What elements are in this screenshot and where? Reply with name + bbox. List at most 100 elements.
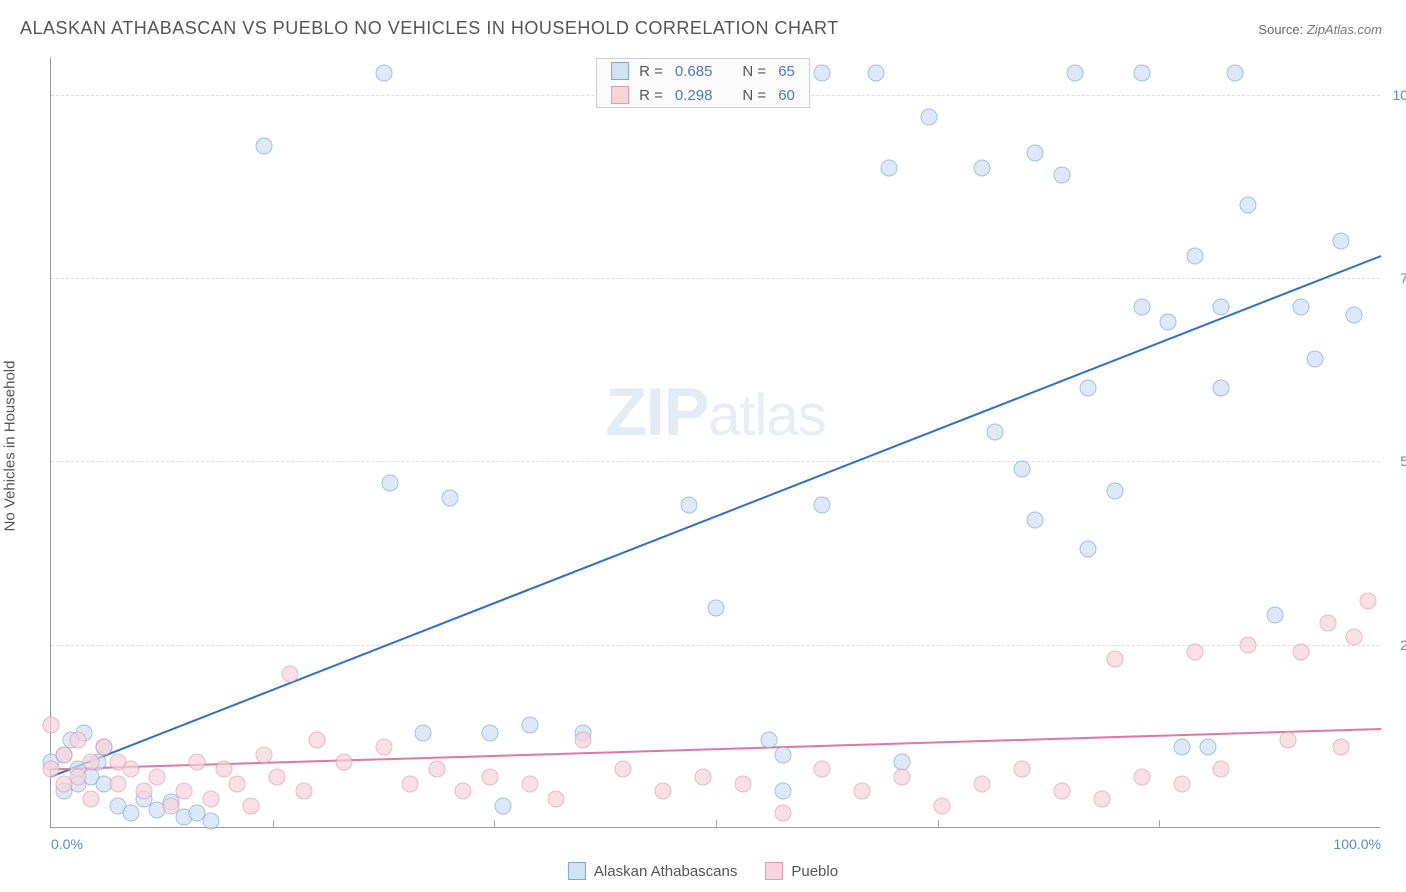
scatter-point — [1160, 314, 1177, 331]
scatter-point — [122, 805, 139, 822]
scatter-point — [1359, 592, 1376, 609]
scatter-point — [1293, 299, 1310, 316]
scatter-point — [1266, 607, 1283, 624]
scatter-point — [974, 776, 991, 793]
scatter-point — [575, 732, 592, 749]
chart-container: ALASKAN ATHABASCAN VS PUEBLO NO VEHICLES… — [0, 0, 1406, 892]
scatter-point — [1107, 482, 1124, 499]
scatter-point — [920, 108, 937, 125]
scatter-point — [614, 761, 631, 778]
scatter-point — [1067, 64, 1084, 81]
scatter-point — [481, 768, 498, 785]
scatter-point — [335, 754, 352, 771]
scatter-point — [1240, 636, 1257, 653]
y-tick-label: 75.0% — [1385, 270, 1406, 286]
scatter-point — [814, 497, 831, 514]
scatter-point — [415, 724, 432, 741]
scatter-point — [1226, 64, 1243, 81]
scatter-point — [282, 666, 299, 683]
n-value: 65 — [778, 63, 795, 80]
source-value: ZipAtlas.com — [1307, 22, 1382, 37]
scatter-point — [1279, 732, 1296, 749]
scatter-point — [255, 746, 272, 763]
scatter-point — [375, 739, 392, 756]
y-tick-label: 25.0% — [1385, 637, 1406, 653]
scatter-point — [880, 160, 897, 177]
correlation-legend: R =0.685N =65R =0.298N =60 — [596, 58, 810, 108]
scatter-point — [1213, 761, 1230, 778]
scatter-point — [96, 739, 113, 756]
legend-item: Pueblo — [765, 862, 838, 880]
scatter-point — [1013, 460, 1030, 477]
scatter-point — [69, 732, 86, 749]
scatter-point — [521, 717, 538, 734]
y-tick-label: 100.0% — [1385, 87, 1406, 103]
scatter-point — [1080, 541, 1097, 558]
scatter-point — [681, 497, 698, 514]
y-axis-label: No Vehicles in Household — [2, 361, 19, 532]
scatter-point — [1240, 196, 1257, 213]
scatter-point — [1133, 64, 1150, 81]
scatter-point — [1173, 776, 1190, 793]
y-tick-label: 50.0% — [1385, 453, 1406, 469]
legend-label: Pueblo — [791, 863, 838, 880]
scatter-point — [774, 805, 791, 822]
scatter-point — [694, 768, 711, 785]
scatter-point — [521, 776, 538, 793]
legend-swatch — [765, 862, 783, 880]
scatter-point — [82, 754, 99, 771]
scatter-point — [867, 64, 884, 81]
scatter-point — [1333, 233, 1350, 250]
legend-swatch — [611, 62, 629, 80]
scatter-point — [1293, 644, 1310, 661]
scatter-point — [1346, 629, 1363, 646]
scatter-point — [149, 768, 166, 785]
n-label: N = — [742, 87, 766, 104]
scatter-point — [934, 798, 951, 815]
scatter-point — [309, 732, 326, 749]
scatter-point — [189, 754, 206, 771]
scatter-point — [1093, 790, 1110, 807]
scatter-point — [1027, 512, 1044, 529]
scatter-point — [814, 761, 831, 778]
scatter-point — [215, 761, 232, 778]
scatter-point — [109, 776, 126, 793]
scatter-point — [774, 746, 791, 763]
x-tick-label: 0.0% — [51, 836, 83, 852]
plot-area: ZIPatlas 25.0%50.0%75.0%100.0%0.0%100.0% — [50, 58, 1380, 828]
scatter-point — [854, 783, 871, 800]
scatter-point — [455, 783, 472, 800]
scatter-point — [708, 600, 725, 617]
scatter-point — [136, 783, 153, 800]
scatter-point — [1213, 380, 1230, 397]
scatter-point — [894, 768, 911, 785]
scatter-point — [176, 783, 193, 800]
scatter-point — [382, 475, 399, 492]
scatter-point — [987, 424, 1004, 441]
x-tick-label: 100.0% — [1334, 836, 1381, 852]
scatter-point — [242, 798, 259, 815]
scatter-point — [1346, 306, 1363, 323]
scatter-point — [1306, 350, 1323, 367]
scatter-point — [402, 776, 419, 793]
chart-title: ALASKAN ATHABASCAN VS PUEBLO NO VEHICLES… — [20, 18, 839, 39]
scatter-point — [1080, 380, 1097, 397]
r-label: R = — [639, 63, 663, 80]
scatter-point — [442, 490, 459, 507]
scatter-point — [1053, 167, 1070, 184]
scatter-point — [69, 768, 86, 785]
scatter-point — [734, 776, 751, 793]
legend-label: Alaskan Athabascans — [594, 863, 737, 880]
scatter-point — [295, 783, 312, 800]
scatter-point — [1186, 644, 1203, 661]
scatter-point — [82, 790, 99, 807]
scatter-point — [255, 138, 272, 155]
r-value: 0.685 — [675, 63, 713, 80]
n-value: 60 — [778, 87, 795, 104]
scatter-point — [202, 790, 219, 807]
scatter-point — [548, 790, 565, 807]
legend-swatch — [568, 862, 586, 880]
scatter-point — [1319, 614, 1336, 631]
legend-row: R =0.298N =60 — [597, 83, 809, 107]
scatter-point — [202, 812, 219, 829]
